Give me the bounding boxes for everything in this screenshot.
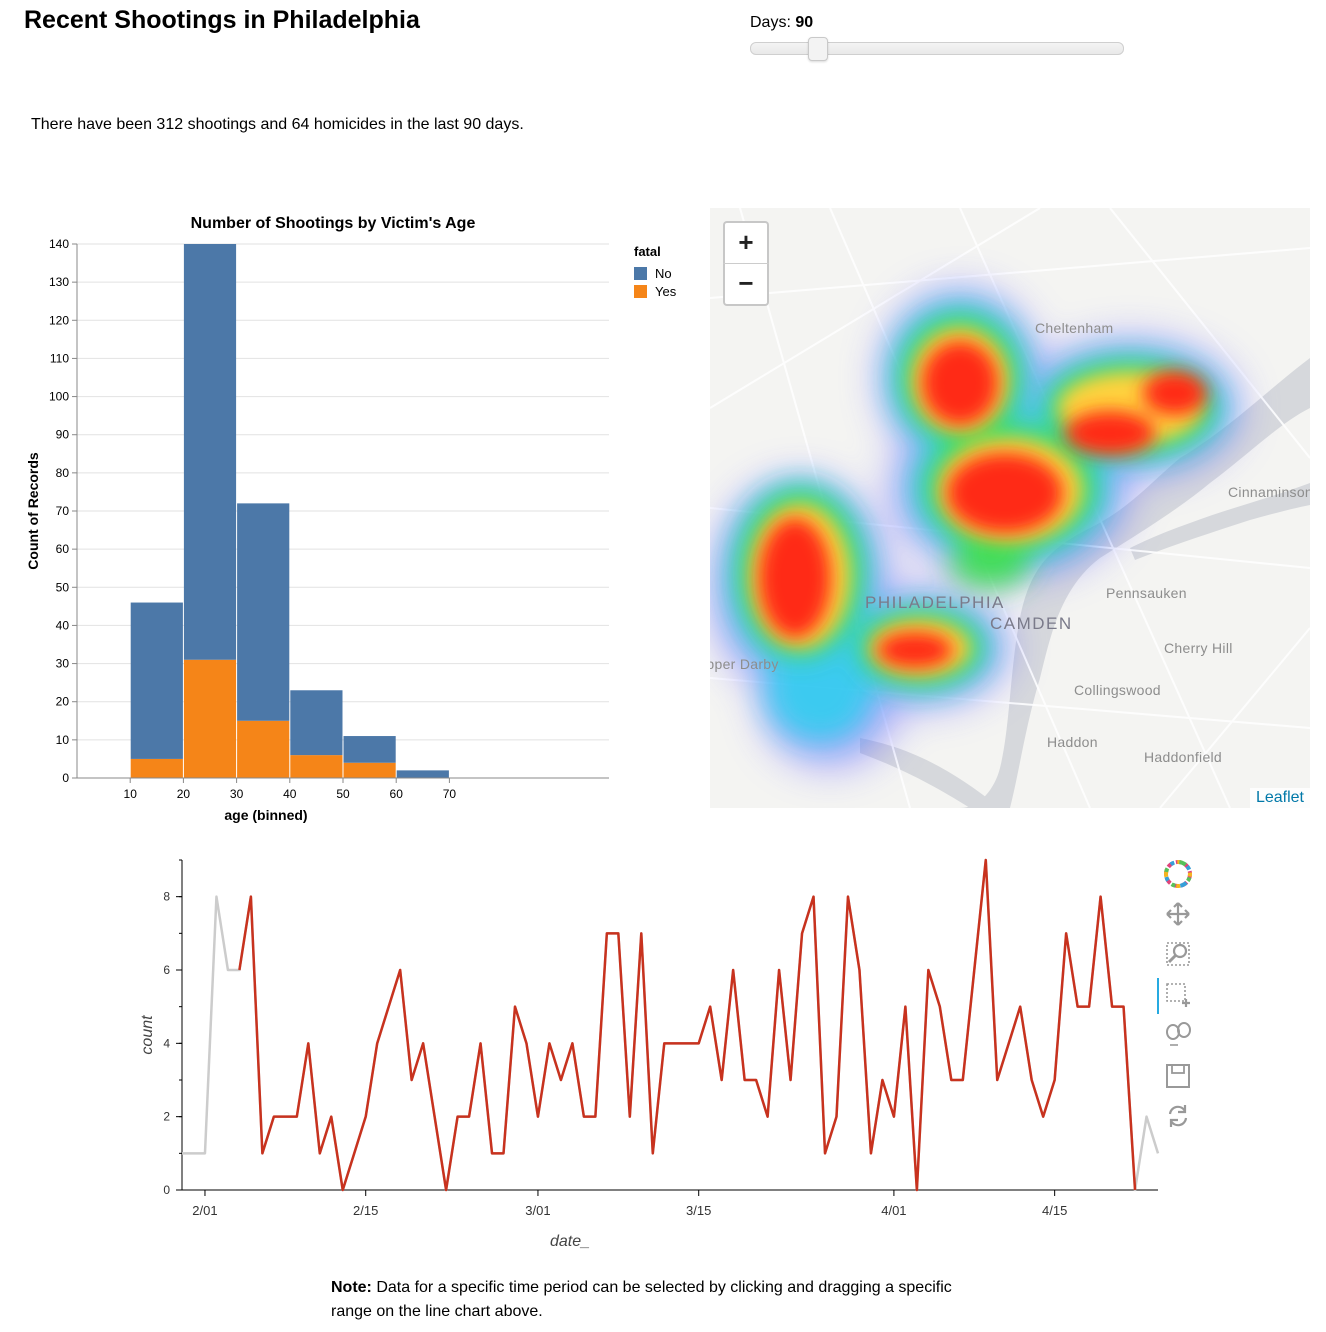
y-tick-label: 90 [56, 428, 70, 442]
x-tick-label: 4/01 [881, 1203, 906, 1218]
line-series-unselected [182, 858, 1160, 1192]
x-tick-label: 70 [443, 787, 457, 801]
map-label-cheltenham: Cheltenham [1035, 320, 1114, 336]
line-series-selected [238, 858, 1137, 1192]
bar-no [343, 736, 396, 763]
y-tick-label: 140 [49, 237, 69, 251]
map-label-cinnaminson: Cinnaminson [1228, 484, 1310, 500]
y-tick-label: 2 [163, 1110, 170, 1124]
y-tick-label: 0 [62, 771, 69, 785]
x-tick-label: 4/15 [1042, 1203, 1067, 1218]
page-title: Recent Shootings in Philadelphia [24, 6, 420, 34]
bar-no [237, 503, 290, 721]
x-tick-label: 3/01 [525, 1203, 550, 1218]
map-label-camden: CAMDEN [990, 614, 1073, 633]
y-tick-label: 6 [163, 963, 170, 977]
bar-no [290, 690, 343, 756]
pan-icon[interactable] [1164, 900, 1192, 928]
y-axis-title: count [139, 1015, 156, 1055]
y-tick-label: 10 [56, 733, 70, 747]
age-histogram-chart: Number of Shootings by Victim's Age 0 10 20… [25, 215, 677, 823]
x-tick-label: 3/15 [686, 1203, 711, 1218]
map-label-cherry-hill: Cherry Hill [1164, 640, 1233, 656]
y-axis-title: Count of Records [25, 452, 41, 570]
note-text: Note: Data for a specific time period ca… [331, 1276, 991, 1324]
save-icon[interactable] [1164, 1062, 1192, 1090]
bokeh-logo-icon[interactable] [1164, 860, 1192, 888]
box-zoom-icon[interactable] [1164, 940, 1192, 968]
y-tick-label: 40 [56, 618, 70, 632]
map-label-pennsauken: Pennsauken [1106, 585, 1187, 601]
daily-count-line-chart[interactable]: 0 2 4 6 8 2/01 2/15 3/01 3/15 4/01 4/15 date_ count [130, 850, 1160, 1250]
x-axis-title: date_ [550, 1233, 590, 1250]
x-tick-label: 60 [390, 787, 404, 801]
note-label: Note: [331, 1279, 372, 1296]
x-tick-label: 2/15 [353, 1203, 378, 1218]
bar-yes [290, 755, 343, 778]
legend-label: Yes [655, 284, 677, 299]
bar-no [183, 244, 237, 660]
bar-no [396, 770, 449, 778]
bar-yes [130, 758, 183, 778]
x-tick-label: 40 [283, 787, 297, 801]
y-tick-label: 80 [56, 466, 70, 480]
bar-yes [343, 762, 396, 778]
y-tick-label: 8 [163, 890, 170, 904]
box-select-icon[interactable] [1164, 980, 1192, 1008]
y-tick-label: 50 [56, 580, 70, 594]
y-tick-label: 0 [163, 1183, 170, 1197]
map-label-haddonfield: Haddonfield [1144, 749, 1223, 765]
legend-swatch [634, 285, 647, 298]
legend-swatch [634, 267, 647, 280]
note-body: Data for a specific time period can be s… [331, 1279, 952, 1320]
reset-icon[interactable] [1164, 1102, 1192, 1130]
y-tick-label: 100 [49, 390, 69, 404]
x-tick-label: 50 [336, 787, 350, 801]
x-tick-label: 2/01 [192, 1203, 217, 1218]
legend-label: No [655, 266, 672, 281]
x-tick-label: 30 [230, 787, 244, 801]
x-tick-label: 20 [177, 787, 191, 801]
y-tick-label: 70 [56, 504, 70, 518]
slider-label: Days: 90 [750, 14, 1126, 32]
map-label-collingswood: Collingswood [1074, 682, 1161, 698]
y-tick-label: 110 [50, 351, 69, 365]
wheel-zoom-icon[interactable] [1164, 1020, 1192, 1048]
map-label-upper-darby: Upper Darby [710, 656, 779, 672]
slider-label-text: Days: [750, 14, 791, 31]
y-tick-label: 120 [49, 313, 69, 327]
slider-value: 90 [795, 14, 814, 31]
zoom-in-button[interactable]: + [723, 221, 769, 265]
x-tick-label: 10 [124, 787, 138, 801]
map-label-haddon: Haddon [1047, 734, 1098, 750]
days-slider-widget: Days: 90 [750, 14, 1126, 61]
summary-text: There have been 312 shootings and 64 hom… [31, 116, 524, 133]
zoom-out-button[interactable]: − [723, 263, 769, 306]
days-slider-track[interactable] [750, 42, 1124, 55]
bar-yes [183, 659, 237, 778]
heatmap-map[interactable]: Cheltenham Cinnaminson PHILADELPHIA CAMD… [710, 208, 1310, 808]
legend-title: fatal [634, 244, 661, 259]
active-tool-indicator [1157, 978, 1159, 1014]
y-tick-label: 60 [56, 542, 70, 556]
map-label-philadelphia: PHILADELPHIA [865, 593, 1005, 612]
chart-title: Number of Shootings by Victim's Age [191, 215, 476, 232]
map-basemap [710, 208, 1310, 808]
bar-no [130, 602, 183, 759]
y-tick-label: 4 [163, 1036, 170, 1050]
x-axis-title: age (binned) [224, 807, 307, 823]
y-tick-label: 20 [56, 695, 70, 709]
days-slider-handle[interactable] [808, 37, 828, 61]
bar-yes [237, 720, 290, 778]
leaflet-attribution-link[interactable]: Leaflet [1249, 788, 1310, 808]
heatmap-layer [710, 288, 1240, 768]
y-tick-label: 130 [49, 275, 69, 289]
y-tick-label: 30 [56, 657, 70, 671]
